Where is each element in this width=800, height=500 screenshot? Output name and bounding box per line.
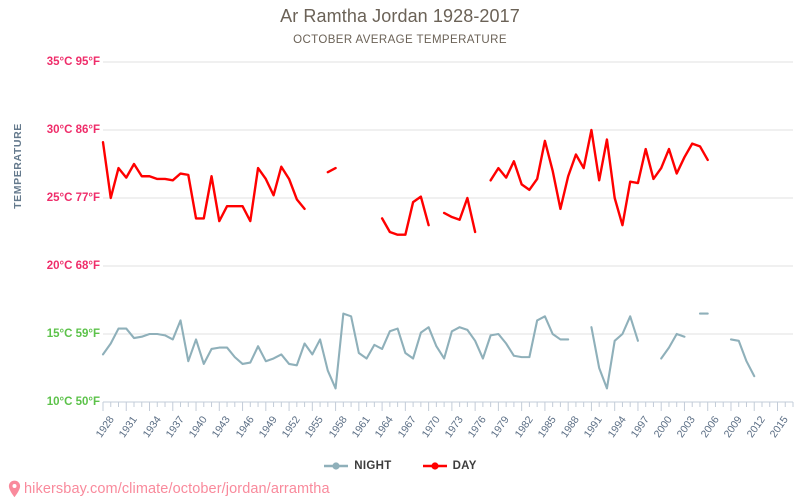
- legend-label-night: NIGHT: [354, 460, 392, 472]
- y-tick-label: 30°C 86°F: [46, 124, 100, 136]
- night-legend-marker-icon: [324, 462, 349, 470]
- night-series-line: [101, 312, 756, 390]
- x-axis-ticks: [102, 401, 794, 411]
- gridlines: [103, 61, 793, 403]
- map-pin-icon: [8, 480, 21, 498]
- day-legend-marker-icon: [422, 462, 447, 470]
- chart-title: Ar Ramtha Jordan 1928-2017: [280, 6, 520, 26]
- y-tick-label: 25°C 77°F: [46, 192, 100, 204]
- chart-subtitle: OCTOBER AVERAGE TEMPERATURE: [293, 34, 507, 46]
- y-tick-label: 20°C 68°F: [46, 260, 100, 272]
- y-tick-label: 10°C 50°F: [46, 396, 100, 408]
- y-axis-tick-labels: 35°C 95°F 30°C 86°F 25°C 77°F 20°C 68°F 15°C…: [20, 0, 100, 500]
- chart-legend: NIGHT DAY: [0, 460, 800, 472]
- y-tick-label: 15°C 59°F: [46, 328, 100, 340]
- source-url: hikersbay.com/climate/october/jordan/arr…: [24, 481, 330, 497]
- legend-item-day[interactable]: DAY: [422, 460, 477, 472]
- source-footer[interactable]: hikersbay.com/climate/october/jordan/arr…: [8, 480, 330, 498]
- legend-item-night[interactable]: NIGHT: [323, 460, 391, 472]
- day-series-line: [101, 128, 709, 236]
- legend-label-day: DAY: [452, 460, 477, 472]
- y-tick-label: 35°C 95°F: [46, 56, 100, 68]
